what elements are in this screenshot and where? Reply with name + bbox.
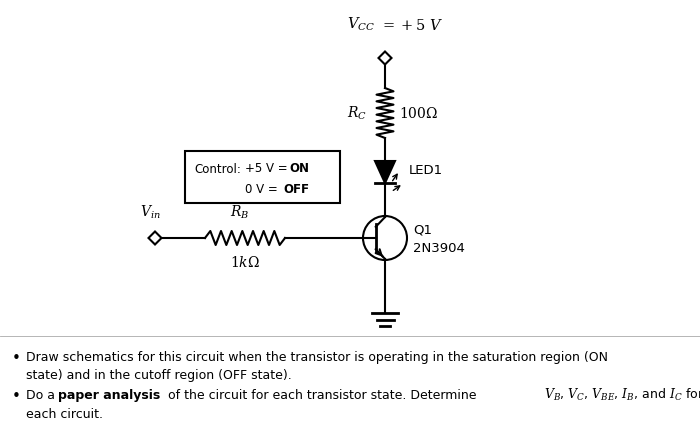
Text: paper analysis: paper analysis	[59, 389, 161, 402]
Text: OFF: OFF	[283, 182, 309, 196]
Text: +5 V =: +5 V =	[245, 162, 291, 174]
Text: $V_{in}$: $V_{in}$	[139, 204, 160, 221]
Text: •: •	[12, 351, 20, 366]
Text: $V_{CC}$: $V_{CC}$	[347, 16, 375, 33]
Text: $R_B$: $R_B$	[230, 204, 250, 221]
Text: ON: ON	[289, 162, 309, 174]
Text: $R_C$: $R_C$	[347, 104, 367, 122]
Text: 2N3904: 2N3904	[413, 242, 465, 255]
Text: Q1: Q1	[413, 223, 432, 236]
Text: $1k\Omega$: $1k\Omega$	[230, 255, 260, 270]
Text: •: •	[12, 389, 20, 404]
Text: of the circuit for each transistor state. Determine: of the circuit for each transistor state…	[164, 389, 480, 402]
Text: Control:: Control:	[194, 162, 241, 175]
Text: $V_B$, $V_C$, $V_{BE}$, $I_B$, and $I_C$ for: $V_B$, $V_C$, $V_{BE}$, $I_B$, and $I_C$…	[544, 387, 700, 403]
Text: each circuit.: each circuit.	[26, 408, 103, 421]
Text: Draw schematics for this circuit when the transistor is operating in the saturat: Draw schematics for this circuit when th…	[26, 351, 608, 364]
Text: LED1: LED1	[409, 164, 443, 177]
Bar	[185, 151, 340, 203]
Polygon shape	[375, 161, 395, 183]
Text: state) and in the cutoff region (OFF state).: state) and in the cutoff region (OFF sta…	[26, 369, 292, 382]
Text: $100\Omega$: $100\Omega$	[399, 106, 438, 120]
Text: 0 V =: 0 V =	[245, 182, 281, 196]
Text: $= +5\ V$: $= +5\ V$	[380, 18, 443, 33]
Text: Do a: Do a	[26, 389, 59, 402]
